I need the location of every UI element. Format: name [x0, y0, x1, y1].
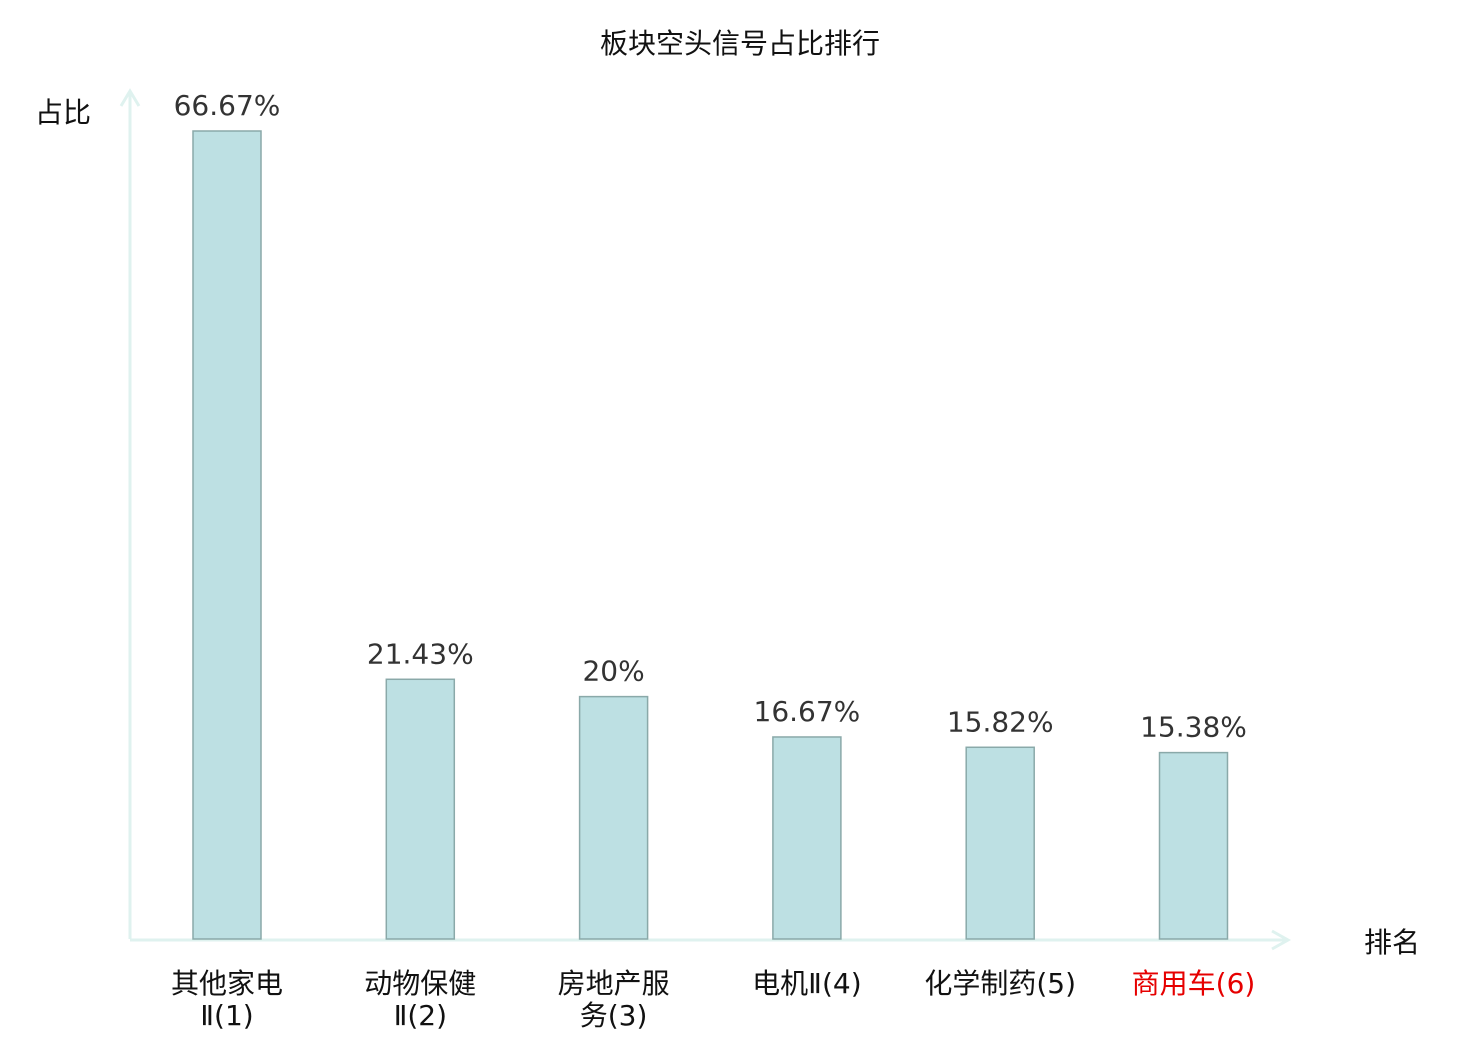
data-label: 20% — [582, 655, 644, 688]
data-label: 16.67% — [754, 695, 861, 728]
bars: 66.67% 其他家电 Ⅱ(1) 21.43% 动物保健 Ⅱ(2) 20% 房地产服务(3) 1… — [171, 89, 1255, 1032]
data-label: 15.38% — [1140, 711, 1247, 744]
bar — [578, 695, 649, 940]
bar — [772, 736, 842, 940]
bar — [965, 746, 1035, 940]
bar — [192, 130, 262, 940]
category-tick-label: 商用车(6) — [1132, 967, 1256, 1000]
category-tick-label: 电机Ⅱ(4) — [752, 967, 861, 1000]
y-axis-label: 占比 — [35, 96, 91, 129]
category-tick-label: 房地产服务(3) — [558, 967, 670, 1032]
chart-title: 板块空头信号占比排行 — [600, 27, 880, 60]
category-tick-label: 动物保健 Ⅱ(2) — [364, 967, 476, 1032]
category-tick-label: 其他家电 Ⅱ(1) — [171, 967, 283, 1032]
data-label: 21.43% — [367, 637, 474, 670]
category-tick-label: 化学制药(5) — [924, 967, 1076, 1000]
axes — [119, 88, 1292, 951]
x-axis-arrow-icon — [1271, 929, 1292, 951]
bar — [385, 678, 456, 940]
x-axis-label: 排名 — [1364, 926, 1420, 959]
data-label: 66.67% — [174, 89, 281, 122]
bar — [1158, 751, 1229, 940]
y-axis-arrow-icon — [119, 88, 141, 107]
data-label: 15.82% — [947, 705, 1054, 738]
